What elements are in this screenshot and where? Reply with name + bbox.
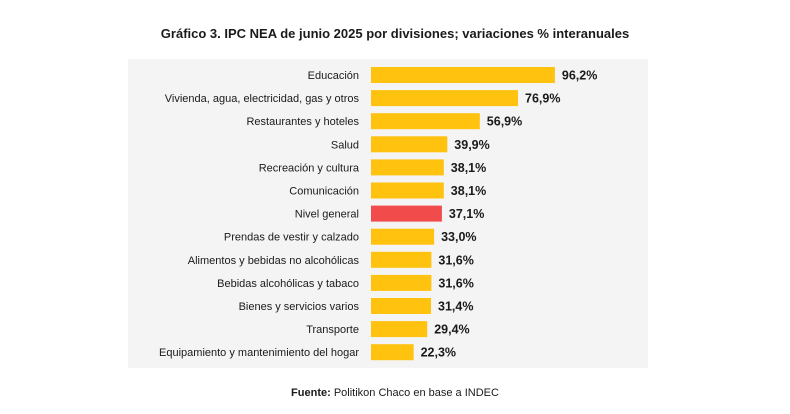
category-label-8: Alimentos y bebidas no alcohólicas xyxy=(188,255,360,267)
category-label-1: Vivienda, agua, electricidad, gas y otro… xyxy=(165,93,360,105)
source-label: Fuente: xyxy=(291,387,331,399)
value-label-3: 39,9% xyxy=(454,138,489,152)
value-label-5: 38,1% xyxy=(451,184,486,198)
value-label-12: 22,3% xyxy=(421,346,456,360)
bar-3 xyxy=(371,136,448,153)
source-text: Politikon Chaco en base a INDEC xyxy=(330,387,499,399)
bar-12 xyxy=(371,344,414,361)
value-label-9: 31,6% xyxy=(438,276,473,290)
value-label-4: 38,1% xyxy=(451,161,486,175)
category-label-12: Equipamiento y mantenimiento del hogar xyxy=(159,347,359,359)
chart-title: Gráfico 3. IPC NEA de junio 2025 por div… xyxy=(160,26,630,41)
value-label-7: 33,0% xyxy=(441,230,476,244)
category-label-7: Prendas de vestir y calzado xyxy=(224,232,359,244)
value-label-6: 37,1% xyxy=(449,207,484,221)
category-label-4: Recreación y cultura xyxy=(259,162,360,174)
bar-10 xyxy=(371,298,431,314)
bar-7 xyxy=(371,228,435,245)
value-label-10: 31,4% xyxy=(438,300,473,314)
bar-1 xyxy=(371,90,518,107)
category-label-5: Comunicación xyxy=(289,186,359,198)
value-label-2: 56,9% xyxy=(487,115,522,129)
bar-0 xyxy=(371,67,555,83)
value-label-11: 29,4% xyxy=(434,323,469,337)
bar-9 xyxy=(371,274,432,291)
value-label-8: 31,6% xyxy=(438,253,473,267)
bar-8 xyxy=(371,251,432,268)
source-note: Fuente: Politikon Chaco en base a INDEC xyxy=(0,387,790,399)
bar-11 xyxy=(371,321,428,338)
bar-6 xyxy=(371,205,442,222)
category-label-10: Bienes y servicios varios xyxy=(239,301,360,313)
category-label-2: Restaurantes y hoteles xyxy=(246,116,359,128)
bar-4 xyxy=(371,159,444,176)
category-label-0: Educación xyxy=(308,70,359,82)
category-label-3: Salud xyxy=(331,139,359,151)
category-label-9: Bebidas alcohólicas y tabaco xyxy=(217,278,359,290)
category-label-11: Transporte xyxy=(306,324,359,336)
bar-2 xyxy=(371,113,480,130)
value-label-1: 76,9% xyxy=(525,92,560,106)
bar-5 xyxy=(371,182,444,199)
category-label-6: Nivel general xyxy=(295,209,359,221)
value-label-0: 96,2% xyxy=(562,69,597,83)
